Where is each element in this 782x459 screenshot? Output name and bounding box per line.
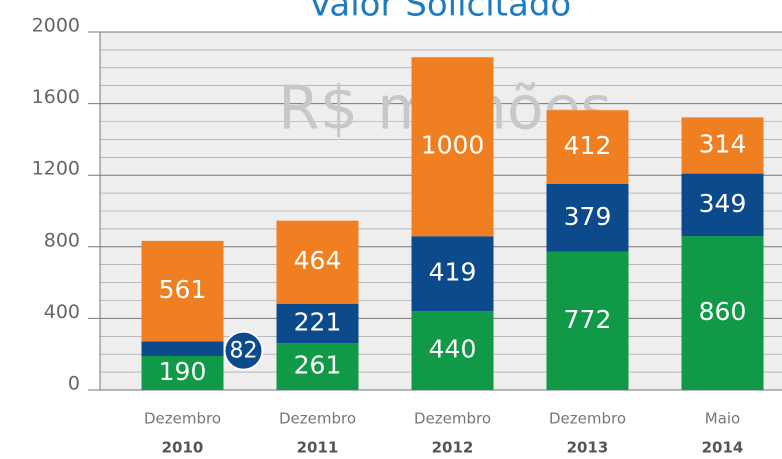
y-tick-label: 0 xyxy=(68,373,80,395)
value-label: 419 xyxy=(429,258,477,287)
x-tick-label: Dezembro xyxy=(549,410,626,428)
value-label: 82 xyxy=(230,339,258,364)
y-tick-label: 400 xyxy=(44,301,80,323)
bar-segment xyxy=(681,173,764,237)
bar-segment xyxy=(141,240,224,342)
bar-segment xyxy=(276,220,359,304)
chart-title: Valor Solicitado xyxy=(309,0,571,25)
value-label: 349 xyxy=(699,189,747,218)
y-tick-label: 1200 xyxy=(32,158,80,180)
value-label: 412 xyxy=(564,131,612,160)
bar-segment xyxy=(546,110,629,184)
value-label: 860 xyxy=(699,297,747,326)
bar-segment xyxy=(276,343,359,390)
value-label: 772 xyxy=(564,305,612,334)
x-tick-label: Dezembro xyxy=(414,410,491,428)
x-tick-label: 2011 xyxy=(297,439,339,457)
value-label: 464 xyxy=(294,246,342,275)
bar-segment xyxy=(411,236,494,312)
x-tick-label: Dezembro xyxy=(279,410,356,428)
x-tick-label: Maio xyxy=(705,410,740,428)
bar-segment xyxy=(546,251,629,390)
value-label: 1000 xyxy=(421,131,485,160)
x-tick-label: 2010 xyxy=(162,439,204,457)
value-label-badge xyxy=(223,330,264,371)
y-tick-label: 1600 xyxy=(32,86,80,108)
bar-segment xyxy=(681,117,764,174)
value-label: 190 xyxy=(159,357,207,386)
bar-segment xyxy=(276,303,359,344)
value-label: 379 xyxy=(564,202,612,231)
bar-segment xyxy=(546,183,629,252)
value-label: 440 xyxy=(429,335,477,364)
bar-segment xyxy=(681,236,764,390)
x-tick-label: 2012 xyxy=(432,439,474,457)
y-tick-label: 2000 xyxy=(32,15,80,37)
x-tick-label: 2013 xyxy=(567,439,609,457)
value-label: 261 xyxy=(294,351,342,380)
bar-segment xyxy=(141,341,224,356)
bar-segment xyxy=(411,57,494,237)
bar-segment xyxy=(141,355,224,390)
bar-segment xyxy=(411,311,494,390)
value-label: 314 xyxy=(699,129,747,158)
value-label: 221 xyxy=(294,308,342,337)
x-tick-label: 2014 xyxy=(702,439,744,457)
value-label: 561 xyxy=(159,275,207,304)
x-tick-label: Dezembro xyxy=(144,410,221,428)
y-tick-label: 800 xyxy=(44,229,80,251)
